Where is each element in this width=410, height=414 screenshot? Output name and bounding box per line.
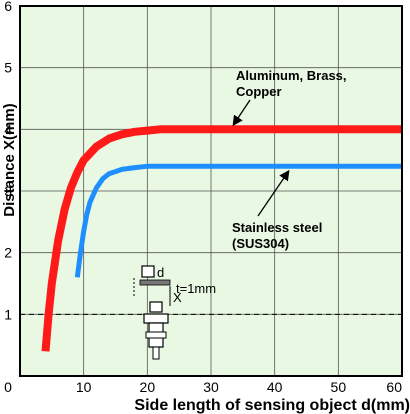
series-1-line <box>41 125 402 352</box>
x-tick-label: 40 <box>267 379 283 395</box>
series-1-arrow <box>232 99 251 127</box>
inset-t-label: t=1mm <box>176 281 216 296</box>
x-tick-label: 50 <box>331 379 347 395</box>
plot-frame <box>19 5 403 377</box>
series-2-line <box>74 163 402 278</box>
x-tick-label: 0 <box>4 379 12 395</box>
y-tick-label: 3 <box>4 183 12 199</box>
sensor-diagram: d t=1mm X <box>133 265 216 360</box>
series-2-arrow <box>257 169 290 217</box>
series-layer <box>41 125 402 352</box>
series-2-label-line-2: (SUS304) <box>232 236 289 251</box>
y-tick-label: 1 <box>4 306 12 322</box>
x-tick-label: 60 <box>386 379 402 395</box>
y-tick-label: 4 <box>4 121 12 137</box>
series-1-label-line-2: Copper <box>236 84 282 99</box>
x-tick-labels: 0 10 20 30 40 50 60 <box>4 379 402 395</box>
y-tick-label: 6 <box>4 0 12 14</box>
x-tick-label: 20 <box>140 379 156 395</box>
sensor-cable-icon <box>152 346 160 360</box>
y-tick-label: 2 <box>4 245 12 261</box>
inset-x-label: X <box>173 290 182 305</box>
series-1-label-line-1: Aluminum, Brass, <box>236 68 347 83</box>
series-2-annotation: Stainless steel (SUS304) <box>232 169 322 251</box>
y-tick-label: 5 <box>4 60 12 76</box>
series-2-label-line-1: Stainless steel <box>232 220 322 235</box>
x-tick-label: 10 <box>76 379 92 395</box>
y-tick-labels: 1 2 3 4 5 6 <box>4 0 12 322</box>
series-1-annotation: Aluminum, Brass, Copper <box>232 68 347 127</box>
y-axis-label: Distance X(mm) <box>1 103 18 216</box>
target-object-icon <box>141 265 155 278</box>
sensor-nut-icon <box>143 313 169 324</box>
sensor-nut-bottom-icon <box>145 331 167 339</box>
x-axis-label: Side length of sensing object d(mm) <box>134 397 410 414</box>
sensor-head-icon <box>149 301 163 313</box>
inset-d-label: d <box>157 265 164 280</box>
x-tick-label: 30 <box>203 379 219 395</box>
target-plate-icon <box>139 279 171 286</box>
